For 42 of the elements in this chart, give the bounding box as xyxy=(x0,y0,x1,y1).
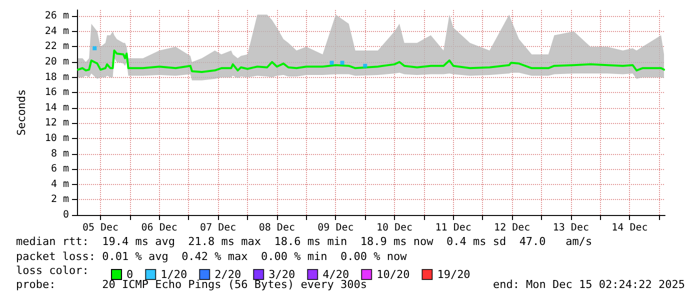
y-tick-label: 4 m xyxy=(50,178,69,190)
x-tick-label: 14 Dec xyxy=(612,222,648,234)
y-tick-label: 24 m xyxy=(44,26,69,37)
x-tick-label: 12 Dec xyxy=(494,222,530,234)
legend-label: 0 xyxy=(126,268,134,281)
point xyxy=(340,60,344,65)
text: end: Mon Dec 15 02:24:22 2025 xyxy=(492,278,686,291)
y-tick-label: 20 m xyxy=(44,56,69,68)
point xyxy=(92,46,97,50)
y-axis-title: Seconds xyxy=(15,89,28,136)
x-tick-label: 09 Dec xyxy=(318,222,354,234)
x-tick-label: 07 Dec xyxy=(200,222,236,234)
y-tick-label: 12 m xyxy=(44,118,69,129)
y-tick-label: 2 m xyxy=(50,194,69,206)
y-tick-label: 6 m xyxy=(50,164,69,175)
x-tick-label: 13 Dec xyxy=(552,222,589,234)
x-tick-label: 08 Dec xyxy=(258,222,295,234)
point xyxy=(363,64,368,68)
y-tick-label: 8 m xyxy=(50,148,69,160)
y-tick-label: 14 m xyxy=(44,102,69,114)
x-tick-label: 05 Dec xyxy=(82,222,119,234)
point xyxy=(330,60,334,65)
y-tick-label: 18 m xyxy=(44,72,69,83)
text: median rtt: 19.4 ms avg 21.8 ms max 18.6 ms min 18.9 ms now 0.4 ms sd 47.0 am/s xyxy=(16,235,592,248)
y-tick-label: 26 m xyxy=(44,10,69,22)
legend-label: 19/20 xyxy=(437,268,470,281)
y-tick-label: 22 m xyxy=(44,41,69,52)
legend-label: 1/20 xyxy=(160,268,188,281)
legend-label: 3/20 xyxy=(268,268,296,281)
line-series xyxy=(76,50,666,73)
legend-label: 2/20 xyxy=(214,268,242,281)
x-tick-label: 10 Dec xyxy=(376,222,413,234)
y-tick-label: 0 xyxy=(62,210,69,220)
text: probe: 20 ICMP Echo Pings (56 Bytes) every 300s xyxy=(16,278,367,291)
legend-title: loss color: xyxy=(16,264,89,277)
x-tick-label: 11 Dec xyxy=(435,222,472,234)
y-tick-label: 10 m xyxy=(44,133,69,144)
text: packet loss: 0.01 % avg 0.42 % max 0.00 % min 0.00 % now xyxy=(16,250,408,263)
y-tick-label: 16 m xyxy=(44,87,69,98)
legend-label: 10/20 xyxy=(376,268,410,281)
legend-label: 4/20 xyxy=(322,268,350,281)
x-tick-label: 06 Dec xyxy=(141,222,178,234)
